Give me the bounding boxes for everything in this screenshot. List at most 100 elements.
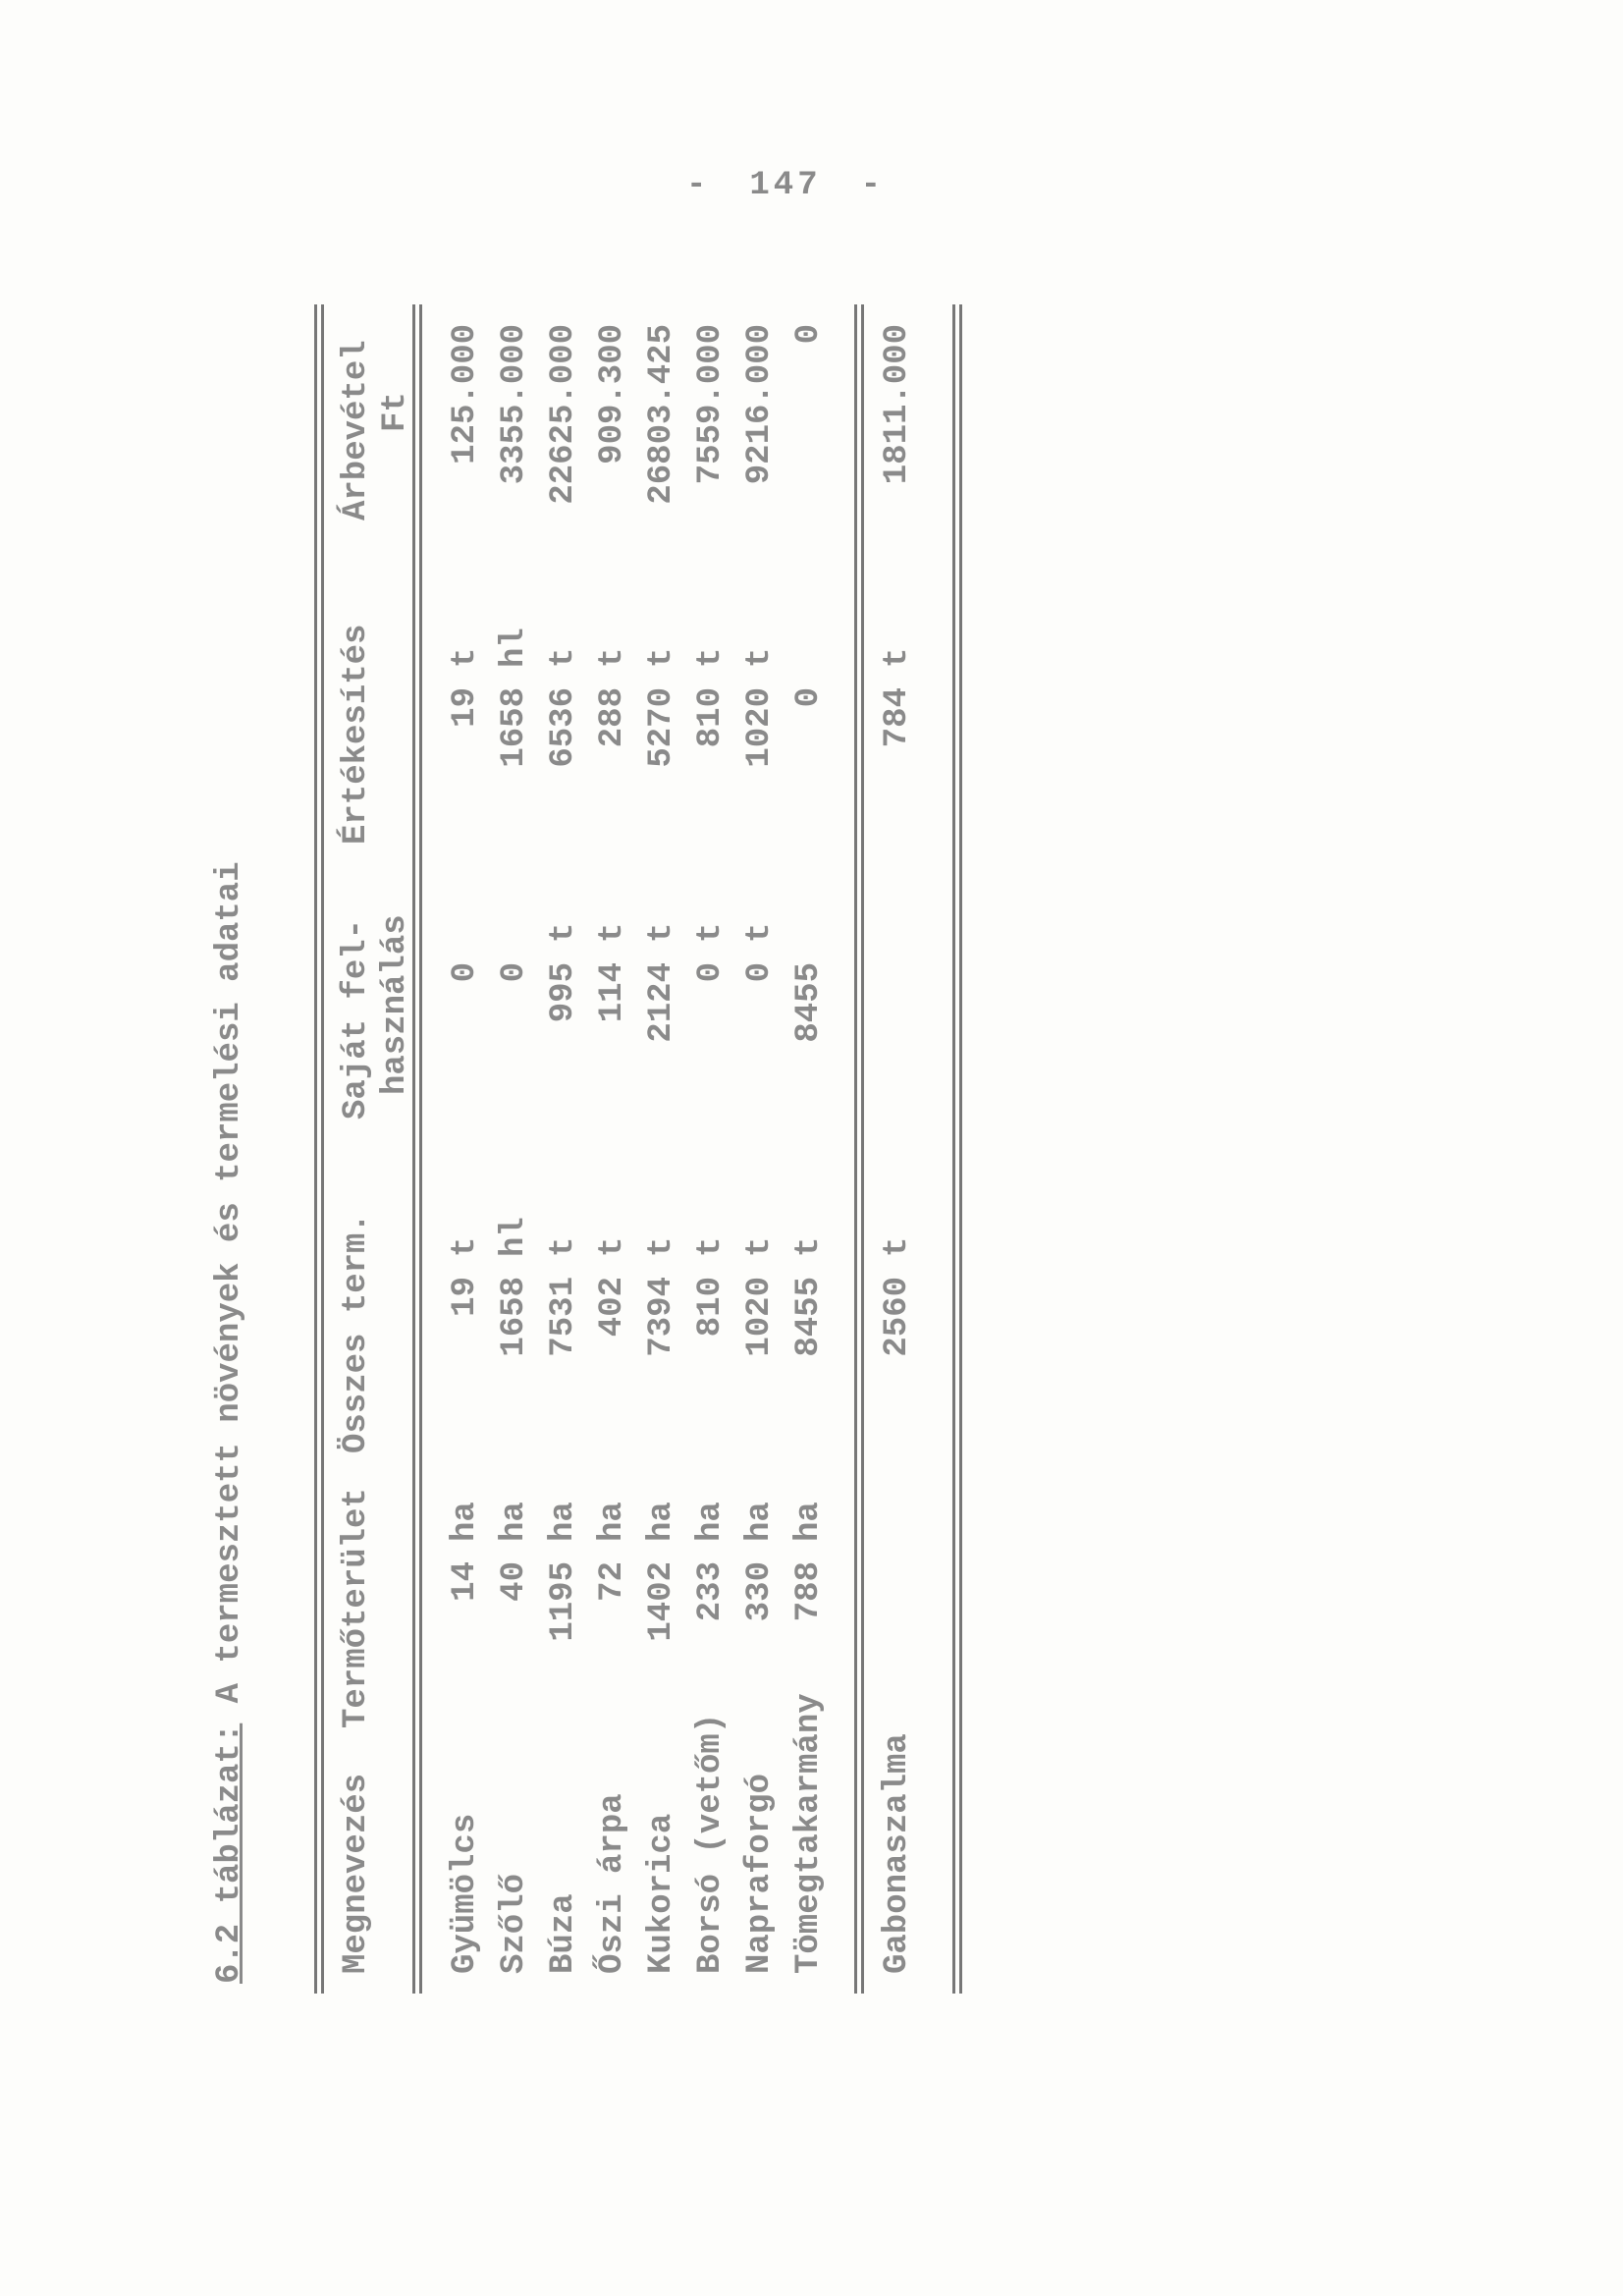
cell-name: Búza <box>545 1893 582 1974</box>
page-number: - 147 - <box>628 167 943 204</box>
table-row: Borsó (vetőm) 233 ha 810 t 0 t 810 t 7559.000 <box>692 295 735 2023</box>
cell-sales-unit: t <box>643 647 680 668</box>
rule <box>314 304 324 1994</box>
cell-own: 2124 <box>643 962 680 1043</box>
cell-name: Szőlő <box>496 1873 533 1974</box>
cell-name: Gabonaszalma <box>879 1733 916 1974</box>
rule <box>854 304 864 1994</box>
cell-total-unit: t <box>879 1236 916 1257</box>
cell-area-unit: ha <box>741 1502 779 1542</box>
cell-total-unit: t <box>741 1236 779 1257</box>
cell-total-unit: t <box>692 1236 730 1257</box>
page-number-value: 147 <box>749 167 822 204</box>
cell-revenue: 1811.000 <box>879 324 916 485</box>
cell-own: 0 <box>692 962 730 983</box>
cell-area-unit: ha <box>643 1502 680 1542</box>
cell-own-unit: t <box>692 922 730 943</box>
cell-sales-unit: t <box>594 647 631 668</box>
rule <box>952 304 962 1994</box>
cell-area-unit: ha <box>447 1502 484 1542</box>
cell-sales-unit: t <box>692 647 730 668</box>
cell-name: Kukorica <box>643 1813 680 1974</box>
cell-name: Borsó (vetőm) <box>692 1713 730 1974</box>
table-row: Búza 1195 ha 7531 t 995 t 6536 t 22625.000 <box>545 295 588 2023</box>
table-number: 6.2 táblázat: <box>211 1722 248 1984</box>
cell-area: 14 <box>447 1561 484 1602</box>
table-title: 6.2 táblázat: A termesztett növények és … <box>211 861 248 1984</box>
cell-sales: 19 <box>447 687 484 728</box>
cell-sales: 6536 <box>545 687 582 768</box>
cell-revenue: 9216.000 <box>741 324 779 485</box>
cell-total: 19 <box>447 1277 484 1317</box>
cell-sales-unit: t <box>545 647 582 668</box>
cell-area-unit: ha <box>594 1502 631 1542</box>
cell-own-unit: t <box>741 922 779 943</box>
cell-area-unit: ha <box>545 1502 582 1542</box>
table-row: Gyümölcs 14 ha 19 t 0 19 t 125.000 <box>447 295 490 2023</box>
cell-area: 40 <box>496 1561 533 1602</box>
cell-total-unit: t <box>594 1236 631 1257</box>
cell-total: 402 <box>594 1277 631 1338</box>
rotated-table: 6.2 táblázat: A termesztett növények és … <box>211 295 987 2023</box>
header-row: Megnevezés Termőterület Összes term. Saj… <box>337 295 415 2023</box>
header-name: Megnevezés <box>338 1773 375 1974</box>
cell-revenue: 26803.425 <box>643 324 680 505</box>
table-row: Tömegtakarmány 788 ha 8455 t 8455 0 0 <box>790 295 834 2023</box>
cell-revenue: 22625.000 <box>545 324 582 505</box>
cell-total-unit: hl <box>496 1217 533 1257</box>
table-row: Kukorica 1402 ha 7394 t 2124 t 5270 t 26803.425 <box>643 295 686 2023</box>
cell-own: 0 <box>496 962 533 983</box>
cell-area-unit: ha <box>496 1502 533 1542</box>
cell-name: Őszi árpa <box>594 1793 631 1974</box>
cell-name: Napraforgó <box>741 1773 779 1974</box>
cell-sales-unit: t <box>447 647 484 668</box>
cell-sales: 1658 <box>496 687 533 768</box>
table-row: Napraforgó 330 ha 1020 t 0 t 1020 t 9216.000 <box>741 295 784 2023</box>
cell-revenue: 909.300 <box>594 324 631 465</box>
header-own-use: Saját fel- <box>338 918 375 1120</box>
cell-total: 1020 <box>741 1277 779 1357</box>
header-own-use-2: használás <box>377 914 414 1095</box>
cell-total-unit: t <box>790 1236 828 1257</box>
cell-sales: 784 <box>879 687 916 748</box>
cell-sales: 288 <box>594 687 631 748</box>
cell-revenue: 7559.000 <box>692 324 730 485</box>
header-sales: Értékesítés <box>338 624 375 845</box>
cell-total: 2560 <box>879 1277 916 1357</box>
total-row: Gabonaszalma 2560 t 784 t 1811.000 <box>879 295 922 2023</box>
cell-sales-unit: t <box>741 647 779 668</box>
cell-own-unit: t <box>594 922 631 943</box>
cell-area-unit: ha <box>790 1502 828 1542</box>
table-caption: A termesztett növények és termelési adat… <box>211 861 248 1704</box>
cell-name: Tömegtakarmány <box>790 1693 828 1974</box>
cell-total: 7531 <box>545 1277 582 1357</box>
cell-total: 8455 <box>790 1277 828 1357</box>
cell-own: 114 <box>594 962 631 1023</box>
cell-own: 995 <box>545 962 582 1023</box>
cell-revenue: 125.000 <box>447 324 484 465</box>
cell-sales: 1020 <box>741 687 779 768</box>
cell-total: 1658 <box>496 1277 533 1357</box>
cell-own: 0 <box>447 962 484 983</box>
cell-own-unit: t <box>643 922 680 943</box>
cell-area: 72 <box>594 1561 631 1602</box>
cell-total-unit: t <box>643 1236 680 1257</box>
cell-area: 330 <box>741 1561 779 1622</box>
cell-own: 0 <box>741 962 779 983</box>
cell-revenue: 3355.000 <box>496 324 533 485</box>
cell-total-unit: t <box>545 1236 582 1257</box>
cell-sales: 810 <box>692 687 730 748</box>
cell-revenue: 0 <box>790 324 828 345</box>
cell-own: 8455 <box>790 962 828 1043</box>
table-row: Szőlő 40 ha 1658 hl 0 1658 hl 3355.000 <box>496 295 539 2023</box>
header-revenue-unit: Ft <box>377 392 414 432</box>
dash: - <box>685 167 711 204</box>
cell-area-unit: ha <box>692 1502 730 1542</box>
cell-total: 7394 <box>643 1277 680 1357</box>
cell-area: 233 <box>692 1561 730 1622</box>
cell-sales-unit: t <box>879 647 916 668</box>
cell-own-unit: t <box>545 922 582 943</box>
rule <box>412 304 422 1994</box>
cell-total-unit: t <box>447 1236 484 1257</box>
cell-area: 1402 <box>643 1561 680 1642</box>
